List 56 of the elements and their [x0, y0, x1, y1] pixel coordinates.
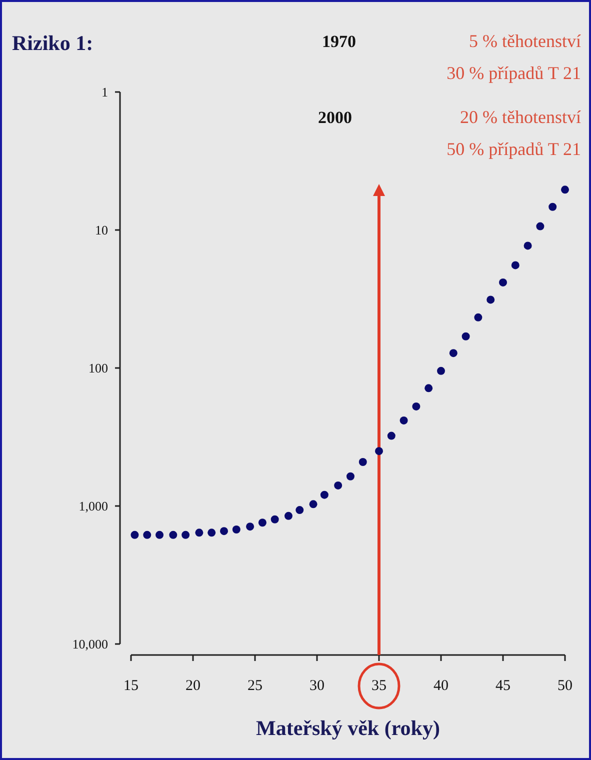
point [424, 384, 433, 392]
point [449, 349, 458, 358]
point [320, 490, 328, 499]
point [548, 202, 557, 211]
point [143, 530, 152, 539]
point [130, 530, 139, 539]
point [462, 332, 470, 340]
x-tick-label: 35 [372, 678, 386, 694]
y-tick-label: 1,000 [78, 498, 108, 514]
point [296, 506, 304, 514]
point [258, 518, 266, 527]
annotation: 20 % těhotenství [460, 107, 581, 127]
annotation: 50 % případů T 21 [446, 139, 581, 159]
point [561, 186, 569, 194]
point [284, 512, 292, 520]
x-tick-label: 15 [124, 678, 138, 694]
y-axis-title: Riziko 1: [12, 31, 94, 55]
point [169, 530, 178, 539]
point [358, 458, 367, 466]
point [246, 522, 254, 531]
y-tick-label: 10 [95, 222, 108, 238]
point [208, 528, 216, 537]
point [536, 222, 544, 230]
point [474, 313, 482, 322]
point [156, 530, 164, 539]
point [195, 528, 204, 537]
x-tick-label: 25 [248, 678, 262, 694]
text: 30 % případů T 21 [446, 63, 581, 83]
point [524, 242, 532, 250]
point [437, 366, 445, 375]
x-tick-label: 45 [496, 678, 510, 694]
annotation: 2000 [318, 108, 352, 127]
x-tick-label: 40 [434, 678, 448, 694]
x-tick-label: 30 [310, 678, 324, 694]
point [232, 525, 240, 534]
x-tick-label: 50 [558, 678, 572, 694]
x-tick-label: 20 [186, 678, 200, 694]
point [346, 472, 354, 480]
y-tick-label: 100 [88, 360, 108, 376]
y-tick-label: 10,000 [72, 636, 108, 652]
point [511, 261, 520, 270]
point [309, 500, 318, 508]
y-tick-label: 1 [102, 84, 108, 100]
point [270, 515, 279, 524]
point [486, 296, 495, 304]
point [499, 278, 507, 286]
point [182, 530, 190, 539]
point [412, 402, 420, 410]
text: 1970 [322, 32, 356, 51]
text: 5 % těhotenství [469, 31, 581, 51]
point [375, 447, 383, 456]
point [400, 416, 408, 424]
point [334, 481, 342, 490]
point [387, 432, 396, 440]
x-axis-title: Mateřský věk (roky) [256, 716, 440, 740]
point [220, 527, 228, 536]
